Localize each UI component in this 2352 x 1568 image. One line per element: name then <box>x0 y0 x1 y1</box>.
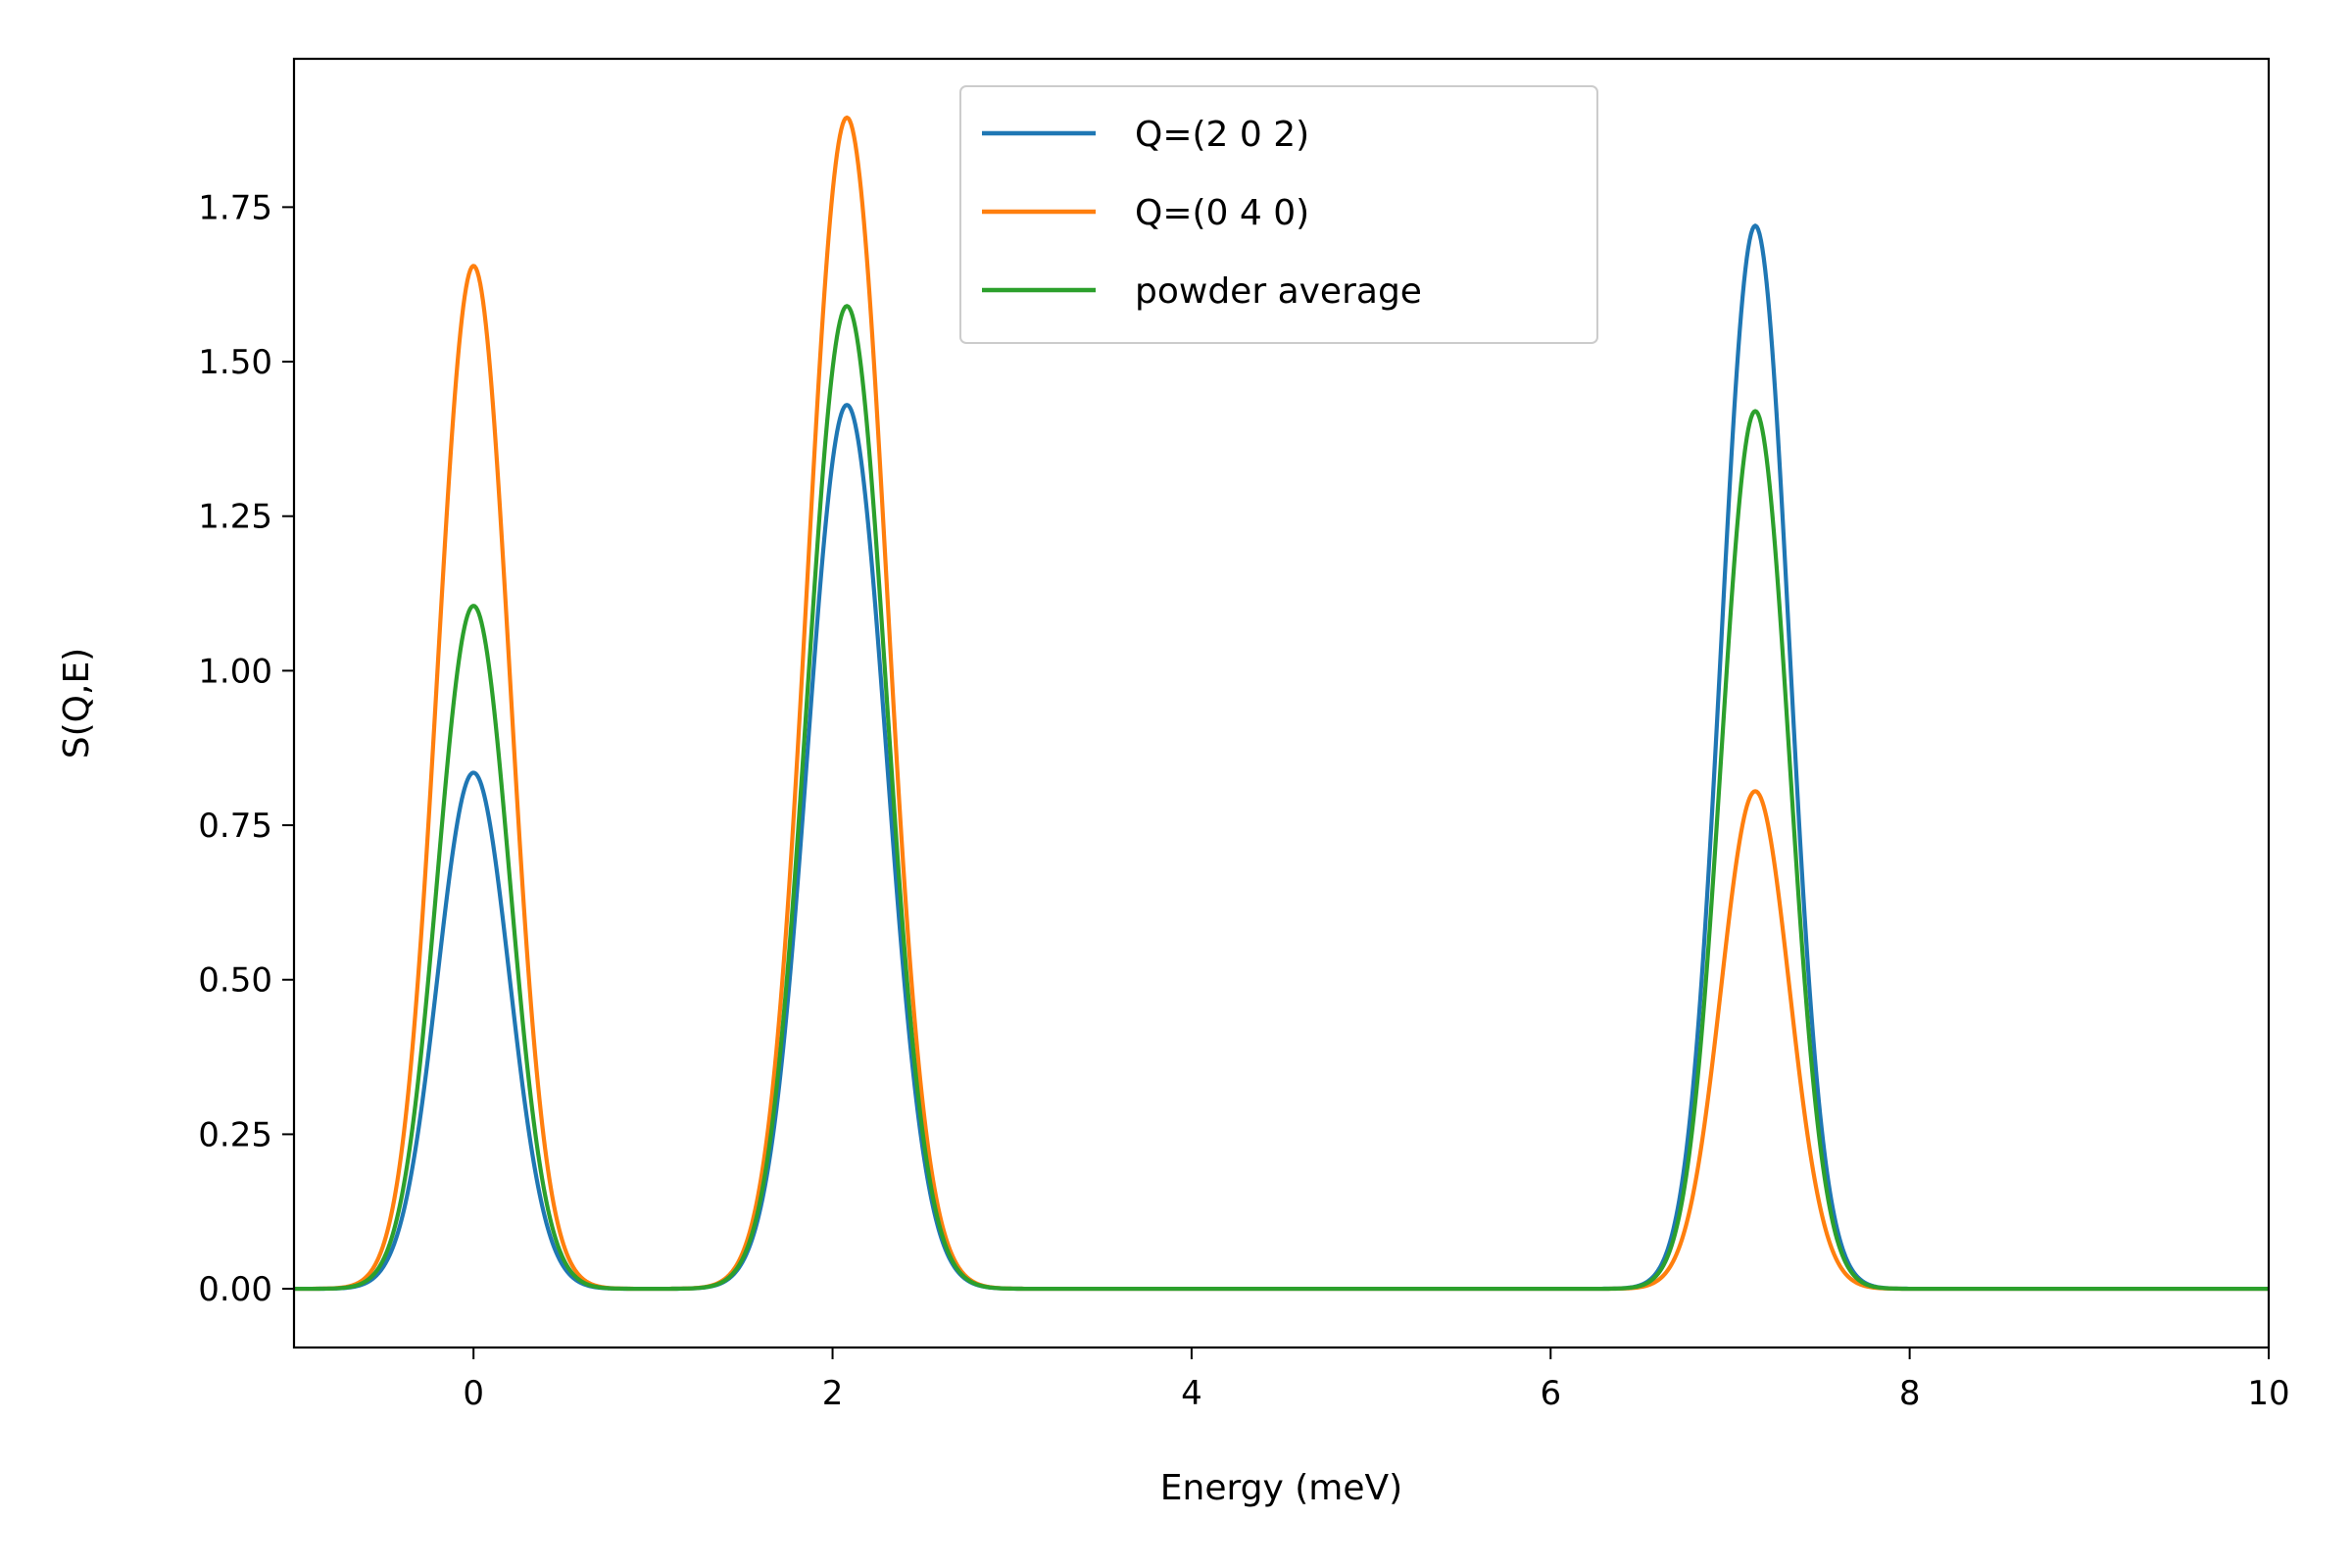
legend-box <box>959 85 1598 344</box>
y-tick-label: 0.00 <box>198 1270 272 1309</box>
x-tick-label: 6 <box>1540 1374 1561 1413</box>
y-tick-label: 1.00 <box>198 652 272 691</box>
y-axis: 0.00 0.25 0.50 0.75 1.00 1.25 1.50 1.75 <box>198 188 294 1309</box>
y-tick-label: 1.25 <box>198 498 272 537</box>
x-tick-label: 2 <box>822 1374 844 1413</box>
y-tick-label: 0.50 <box>198 961 272 1001</box>
x-tick-label: 4 <box>1181 1374 1202 1413</box>
y-tick-label: 1.50 <box>198 343 272 382</box>
axes-frame <box>292 57 2271 1349</box>
y-axis-label: S(Q,E) <box>57 648 97 759</box>
y-tick-label: 1.75 <box>198 188 272 227</box>
legend-entry: Q=(0 4 0) <box>1135 193 1309 233</box>
plot-lines <box>294 115 2269 1292</box>
x-axis-label: Energy (meV) <box>1160 1468 1402 1508</box>
y-tick-label: 0.25 <box>198 1115 272 1154</box>
legend-entry: powder average <box>1135 271 1422 312</box>
x-tick-label: 0 <box>463 1374 484 1413</box>
series-line-3 <box>294 304 2269 1292</box>
x-axis: 0 2 4 6 8 10 <box>463 1348 2290 1413</box>
x-tick-label: 8 <box>1899 1374 1921 1413</box>
y-tick-label: 0.75 <box>198 807 272 846</box>
legend: Q=(2 0 2) Q=(0 4 0) powder average <box>959 85 1598 344</box>
x-tick-label: 10 <box>2247 1374 2289 1413</box>
legend-entry: Q=(2 0 2) <box>1135 115 1309 155</box>
